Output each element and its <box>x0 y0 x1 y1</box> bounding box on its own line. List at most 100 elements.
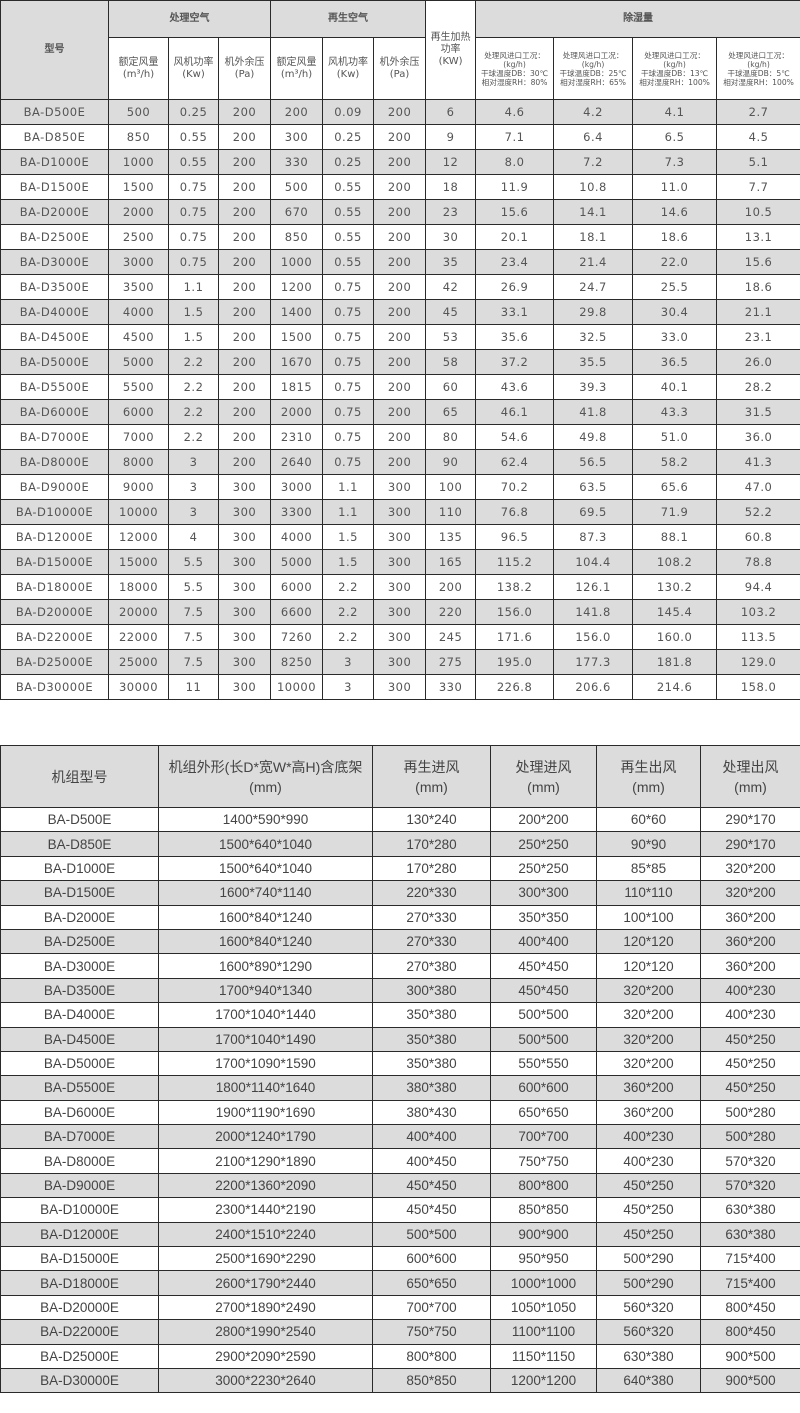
value-cell: 4.6 <box>475 99 555 125</box>
value-cell: 350*380 <box>372 1026 491 1052</box>
value-cell: 23.4 <box>475 249 555 275</box>
model-cell: BA-D4500E <box>0 324 109 350</box>
value-cell: 450*250 <box>596 1172 701 1199</box>
value-cell: 500*280 <box>700 1124 800 1150</box>
value-cell: 380*380 <box>372 1075 491 1101</box>
value-cell: 1500 <box>108 174 169 200</box>
value-cell: 300 <box>373 624 427 650</box>
value-cell: 320*200 <box>700 880 800 906</box>
value-cell: 2.2 <box>168 349 219 375</box>
value-cell: 450*250 <box>596 1197 701 1223</box>
value-cell: 1.5 <box>168 299 219 325</box>
value-cell: 171.6 <box>475 624 555 650</box>
value-cell: 0.75 <box>322 374 375 400</box>
value-cell: 21.4 <box>553 249 634 275</box>
table-row: BA-D25000E 25000 7.5 300 8250 3 300 275 195.0 177… <box>0 649 800 675</box>
value-cell: 1200 <box>270 274 324 300</box>
value-cell: 500*290 <box>596 1270 701 1296</box>
table-row: BA-D5500E 5500 2.2 200 1815 0.75 200 60 43.6 39.3… <box>0 374 800 400</box>
value-cell: 2.2 <box>322 624 375 650</box>
value-cell: 630*380 <box>700 1197 800 1223</box>
value-cell: 200 <box>373 399 427 425</box>
model-cell: BA-D2000E <box>0 199 109 225</box>
table-row: BA-D3000E 1600*890*1290 270*380 450*450 120*… <box>0 953 800 979</box>
value-cell: 2000*1240*1790 <box>158 1124 373 1150</box>
value-cell: 2310 <box>270 424 324 450</box>
value-cell: 200 <box>373 349 427 375</box>
value-cell: 200 <box>373 299 427 325</box>
value-cell: 7260 <box>270 624 324 650</box>
value-cell: 52.2 <box>716 499 800 525</box>
value-cell: 24.7 <box>553 274 634 300</box>
value-cell: 3 <box>322 674 375 700</box>
value-cell: 320*200 <box>700 855 800 882</box>
model-cell: BA-D8000E <box>0 449 109 475</box>
value-cell: 30 <box>425 224 477 250</box>
value-cell: 300*300 <box>490 880 597 906</box>
value-cell: 290*170 <box>700 831 800 857</box>
value-cell: 70.2 <box>475 474 555 500</box>
model-cell: BA-D18000E <box>0 574 109 600</box>
value-cell: 120*120 <box>596 928 701 955</box>
value-cell: 1600*840*1240 <box>158 928 373 955</box>
value-cell: 200 <box>373 374 427 400</box>
value-cell: 20000 <box>108 599 169 625</box>
value-cell: 87.3 <box>553 524 634 550</box>
value-cell: 350*350 <box>490 904 597 930</box>
table-row: BA-D1000E 1000 0.55 200 330 0.25 200 12 8.0 7.2 7.… <box>0 149 800 175</box>
value-cell: 400*400 <box>490 928 597 955</box>
value-cell: 60 <box>425 374 477 400</box>
value-cell: 35 <box>425 249 477 275</box>
value-cell: 200 <box>373 449 427 475</box>
value-cell: 18.6 <box>632 224 718 250</box>
value-cell: 750*750 <box>372 1319 491 1345</box>
table-row: BA-D30000E 30000 11 300 10000 3 300 330 226.8 206… <box>0 674 800 700</box>
value-cell: 450*450 <box>372 1197 491 1223</box>
value-cell: 450*250 <box>700 1026 800 1052</box>
value-cell: 6000 <box>270 574 324 600</box>
value-cell: 9000 <box>108 474 169 500</box>
table-row: BA-D1500E 1600*740*1140 220*330 300*300 110*… <box>0 880 800 906</box>
value-cell: 94.4 <box>716 574 800 600</box>
table-row: BA-D9000E 9000 3 300 3000 1.1 300 100 70.2 63.5 65… <box>0 474 800 500</box>
value-cell: 14.1 <box>553 199 634 225</box>
value-cell: 200 <box>217 199 272 225</box>
header-line: (Kw) <box>182 68 205 80</box>
table-row: BA-D850E 850 0.55 200 300 0.25 200 9 7.1 6.4 6.5 4.… <box>0 124 800 150</box>
value-cell: 0.55 <box>322 249 375 275</box>
value-cell: 200 <box>217 424 272 450</box>
value-cell: 300 <box>217 624 272 650</box>
value-cell: 214.6 <box>632 674 718 700</box>
value-cell: 88.1 <box>632 524 718 550</box>
header-line: 机外余压 <box>379 56 420 68</box>
sub-header: 机外余压 (Pa) <box>373 37 427 100</box>
value-cell: 36.0 <box>716 424 800 450</box>
header-line: 机组外形(长D*宽W*高H)含底架 <box>168 758 363 775</box>
value-cell: 42 <box>425 274 477 300</box>
sub-header: 额定风量 (m³/h) <box>270 37 324 100</box>
value-cell: 360*200 <box>700 928 800 955</box>
header-line: 相对湿度RH：65% <box>560 77 626 87</box>
table-row: BA-D7000E 7000 2.2 200 2310 0.75 200 80 54.6 49.8… <box>0 424 800 450</box>
value-cell: 600*600 <box>372 1246 491 1272</box>
value-cell: 8.0 <box>475 149 555 175</box>
value-cell: 640*380 <box>596 1367 701 1394</box>
header-line: (mm) <box>415 778 448 795</box>
model-cell: BA-D10000E <box>0 1197 159 1223</box>
value-cell: 350*380 <box>372 1050 491 1077</box>
value-cell: 400*400 <box>372 1124 491 1150</box>
value-cell: 10.5 <box>716 199 800 225</box>
header-line: (mm) <box>734 778 767 795</box>
value-cell: 650*650 <box>490 1099 597 1126</box>
value-cell: 250*250 <box>490 855 597 882</box>
value-cell: 900*500 <box>700 1367 800 1394</box>
value-cell: 1.1 <box>322 474 375 500</box>
header-line: (mm) <box>249 778 282 795</box>
value-cell: 400*230 <box>700 977 800 1004</box>
column-header: 处理出风 (mm) <box>700 745 800 808</box>
value-cell: 300 <box>217 599 272 625</box>
value-cell: 156.0 <box>553 624 634 650</box>
value-cell: 0.75 <box>322 324 375 350</box>
value-cell: 450*250 <box>700 1050 800 1077</box>
value-cell: 200 <box>373 424 427 450</box>
